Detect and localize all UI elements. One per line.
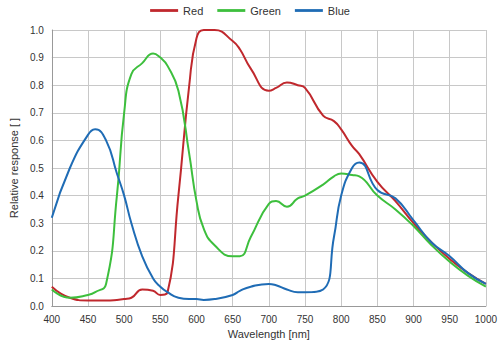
svg-text:1000: 1000 [475,314,498,325]
svg-text:900: 900 [405,314,422,325]
svg-text:Green: Green [250,5,281,17]
svg-text:700: 700 [260,314,277,325]
svg-text:750: 750 [297,314,314,325]
svg-text:0.2: 0.2 [30,245,44,256]
svg-text:Blue: Blue [328,5,350,17]
svg-text:0.9: 0.9 [30,52,44,63]
svg-text:500: 500 [116,314,133,325]
svg-text:0.5: 0.5 [30,163,44,174]
svg-text:450: 450 [80,314,97,325]
svg-text:0.6: 0.6 [30,135,44,146]
svg-text:0.4: 0.4 [30,190,44,201]
svg-text:0.8: 0.8 [30,80,44,91]
svg-text:0.7: 0.7 [30,107,44,118]
svg-text:650: 650 [224,314,241,325]
svg-text:400: 400 [43,314,60,325]
svg-text:Wavelength [nm]: Wavelength [nm] [228,328,310,340]
svg-text:Red: Red [183,5,203,17]
svg-text:800: 800 [333,314,350,325]
svg-text:1.0: 1.0 [30,25,44,36]
svg-text:850: 850 [369,314,386,325]
svg-text:0.1: 0.1 [30,273,44,284]
svg-text:Relative response [ ]: Relative response [ ] [8,118,20,218]
svg-text:0.3: 0.3 [30,218,44,229]
svg-text:550: 550 [152,314,169,325]
svg-text:950: 950 [441,314,458,325]
svg-text:600: 600 [188,314,205,325]
svg-text:0.0: 0.0 [30,301,44,312]
